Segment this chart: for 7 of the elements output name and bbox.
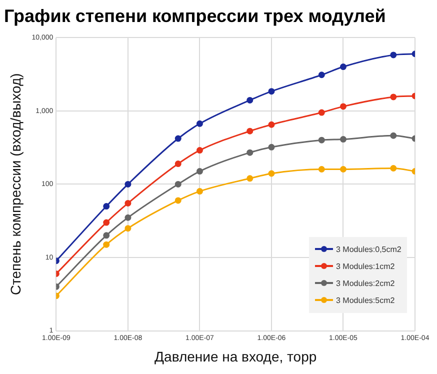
chart-title: График степени компрессии трех модулей (4, 6, 386, 26)
legend-label: 3 Modules:2cm2 (336, 278, 395, 288)
legend-label: 3 Modules:1cm2 (336, 262, 395, 271)
y-axis-title: Степень компрессии (вход/выход) (7, 73, 24, 296)
legend-label: 3 Modules:0,5cm2 (336, 244, 402, 254)
x-axis-title: Давление на входе, торр (154, 348, 317, 364)
legend-label: 3 Modules:5cm2 (336, 296, 395, 305)
